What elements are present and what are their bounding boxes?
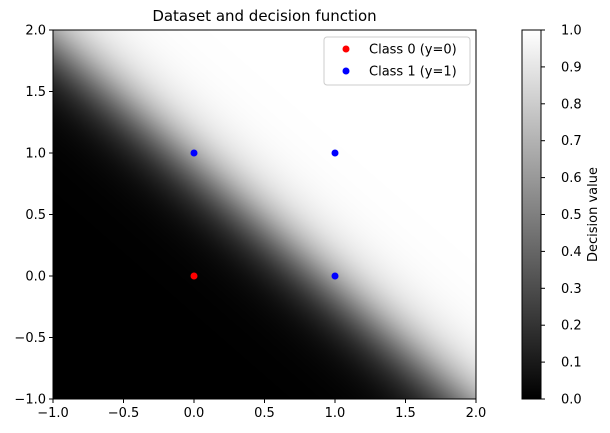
y-tick-label: −0.5 [14,331,46,346]
x-tick-label: 0.5 [254,406,275,421]
x-tick-label: 2.0 [466,406,487,421]
colorbar-tick-label: 0.6 [561,171,582,186]
colorbar-tick-label: 0.1 [561,356,582,371]
data-point-class-1 [190,149,198,157]
x-tick-label: −1.0 [37,406,69,421]
colorbar-tick-label: 0.3 [561,282,582,297]
legend-label-class-1: Class 1 (y=1) [369,65,457,80]
x-tick-label: 1.5 [395,406,416,421]
chart-title: Dataset and decision function [152,7,376,25]
data-point-class-1 [331,272,339,280]
colorbar-gradient [521,29,542,400]
data-point-class-1 [331,149,339,157]
y-axis: −1.0 −0.5 0.0 0.5 1.0 1.5 2.0 [14,24,53,408]
y-tick-label: 2.0 [25,24,46,39]
y-tick-label: 1.0 [25,147,46,162]
x-tick-label: 0.0 [184,406,205,421]
colorbar-tick-label: 1.0 [561,24,582,39]
legend: Class 0 (y=0) Class 1 (y=1) [323,36,471,86]
y-tick-label: 0.5 [25,208,46,223]
y-tick-label: −1.0 [14,393,46,408]
colorbar-tick-label: 0.9 [561,60,582,75]
data-points [190,149,339,280]
colorbar: 0.0 0.1 0.2 0.3 0.4 0.5 0.6 0.7 0.8 0.9 1.0 Decisi… [521,24,601,408]
decision-function-heatmap [53,30,476,399]
x-axis: −1.0 −0.5 0.0 0.5 1.0 1.5 2.0 [37,399,486,421]
legend-marker-class-0 [342,45,350,53]
colorbar-ticks: 0.0 0.1 0.2 0.3 0.4 0.5 0.6 0.7 0.8 0.9 1.0 [541,24,582,408]
x-tick-label: −0.5 [108,406,140,421]
legend-box [323,36,471,86]
colorbar-tick-label: 0.0 [561,393,582,408]
y-tick-label: 0.0 [25,270,46,285]
plot-area [52,29,477,400]
colorbar-tick-label: 0.7 [561,134,582,149]
data-point-class-0 [190,272,198,280]
colorbar-tick-label: 0.5 [561,208,582,223]
colorbar-tick-label: 0.8 [561,97,582,112]
colorbar-label: Decision value [586,167,601,262]
x-tick-label: 1.0 [325,406,346,421]
legend-label-class-0: Class 0 (y=0) [369,43,457,58]
colorbar-tick-label: 0.4 [561,245,582,260]
colorbar-tick-label: 0.2 [561,319,582,334]
legend-marker-class-1 [342,67,350,75]
y-tick-label: 1.5 [25,85,46,100]
